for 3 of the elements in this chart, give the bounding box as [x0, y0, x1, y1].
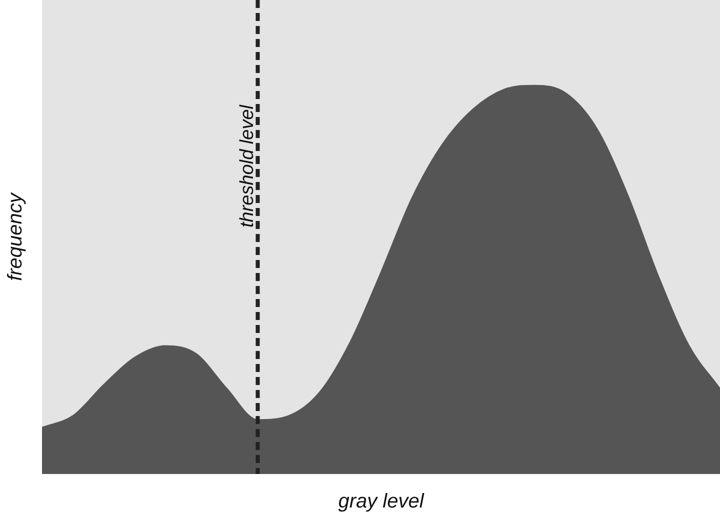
y-axis-title: frequency	[4, 192, 27, 281]
x-axis-title: gray level	[338, 490, 424, 513]
annotation: threshold level	[237, 104, 258, 228]
